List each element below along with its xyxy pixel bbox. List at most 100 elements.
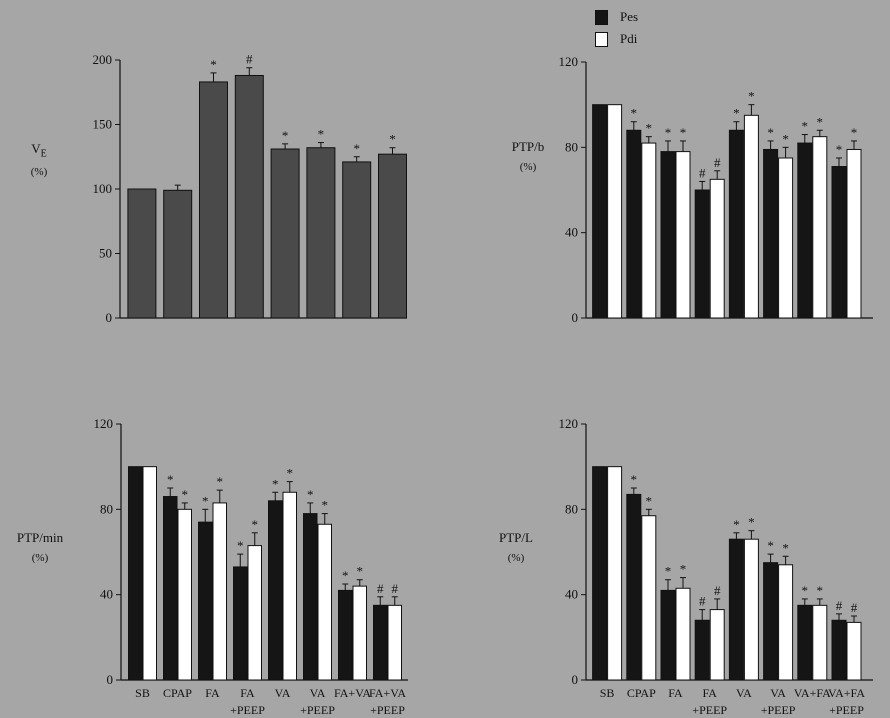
ptpl-significance-mark: # — [836, 598, 843, 613]
ptpmin-bar — [212, 502, 227, 681]
ptpb-significance-mark: * — [646, 121, 653, 136]
ptpmin-y-axis-unit: (%) — [31, 551, 49, 564]
legend-swatch-pes — [595, 9, 608, 25]
ptpl-x-tick-label: VA — [736, 686, 752, 700]
ve-significance-mark: * — [282, 128, 289, 143]
ptpmin-significance-mark: * — [342, 568, 349, 583]
ptpl-significance-mark: * — [817, 583, 824, 598]
ptpl-bar — [728, 538, 744, 681]
ptpmin-significance-mark: # — [377, 581, 384, 596]
ptpl-significance-mark: * — [767, 538, 774, 553]
ptpb-significance-mark: * — [748, 89, 755, 104]
ptpmin-bar — [233, 566, 248, 681]
ptpmin-bar — [317, 523, 332, 681]
ptpmin-bar — [163, 496, 178, 681]
ptpb-bar — [641, 142, 657, 319]
ptpl-x-tick-label: VA+FA — [794, 686, 831, 700]
ptpl-significance-mark: * — [646, 493, 653, 508]
ptpb-significance-mark: * — [665, 125, 672, 140]
legend-label-pes: Pes — [620, 9, 639, 24]
ptpl-bar — [694, 619, 710, 681]
ptpb-bar — [846, 148, 862, 319]
ptpl-bar — [675, 587, 691, 681]
ptpl-bar — [797, 604, 813, 681]
ptpl-x-tick-label: CPAP — [627, 686, 656, 700]
ptpb-bar — [831, 166, 847, 319]
ptpmin-bar — [177, 508, 192, 681]
ptpb-y-tick-label: 40 — [565, 225, 578, 240]
ptpl-bar — [778, 564, 794, 681]
legend-item-pes: Pes — [595, 6, 638, 28]
ptpmin-significance-mark: * — [322, 498, 329, 513]
ptpmin-x-tick-label: VA — [275, 686, 291, 700]
ptpl-y-tick-label: 40 — [565, 587, 578, 602]
ptpb-significance-mark: * — [817, 114, 824, 129]
ptpl-significance-mark: * — [631, 472, 638, 487]
ptpmin-x-tick-label: +PEEP — [230, 703, 265, 717]
ptpmin-bar — [282, 491, 297, 681]
ptpmin-x-tick-label: VA — [310, 686, 326, 700]
ptpb-bar — [660, 151, 676, 319]
ptpb-bar — [709, 178, 725, 319]
ptpmin-x-tick-label: +PEEP — [370, 703, 405, 717]
ptpl-significance-mark: # — [714, 583, 721, 598]
ptpb-bar — [728, 129, 744, 319]
ve-significance-mark: # — [246, 52, 253, 67]
ptpl-significance-mark: * — [748, 515, 755, 530]
ptpl-y-tick-label: 80 — [565, 501, 578, 516]
ptpl-y-tick-label: 0 — [572, 672, 579, 687]
ptpl-significance-mark: * — [782, 540, 789, 555]
ve-significance-mark: * — [353, 141, 360, 156]
ve-y-tick-label: 150 — [93, 117, 113, 132]
ve-y-axis-main: V — [31, 141, 41, 156]
ptpmin-x-tick-label: CPAP — [163, 686, 192, 700]
ptpl-bar — [846, 621, 862, 681]
ptpb-significance-mark: # — [699, 165, 706, 180]
ptpl-bar — [592, 466, 608, 681]
ptpmin-significance-mark: * — [217, 474, 224, 489]
ve-bar — [127, 188, 157, 319]
ptpmin-bar — [247, 545, 262, 681]
ptpmin-bar — [373, 604, 388, 681]
legend-item-pdi: Pdi — [595, 28, 638, 50]
ptpmin-bar — [338, 589, 353, 681]
ptpmin-y-axis-label: PTP/min (%) — [0, 529, 80, 565]
ptpl-bar — [626, 493, 642, 681]
ptpmin-significance-mark: * — [357, 564, 364, 579]
ptpb-bar — [626, 129, 642, 319]
ve-y-tick-label: 0 — [106, 310, 113, 325]
ptpb-significance-mark: * — [680, 125, 687, 140]
ptpl-x-tick-label: +PEEP — [761, 703, 796, 717]
ptpb-y-tick-label: 120 — [559, 54, 579, 69]
ptpmin-y-tick-label: 40 — [100, 587, 113, 602]
ptpmin-y-tick-label: 80 — [100, 501, 113, 516]
ve-y-axis-label: VE (%) — [16, 140, 62, 180]
ptpl-significance-mark: # — [699, 594, 706, 609]
ptpmin-bar — [303, 513, 318, 681]
ptpl-x-tick-label: +PEEP — [829, 703, 864, 717]
ptpl-x-tick-label: FA — [668, 686, 683, 700]
ptpb-significance-mark: * — [782, 131, 789, 146]
ptpb-y-axis-unit: (%) — [519, 160, 537, 173]
ptpb-significance-mark: * — [836, 142, 843, 157]
ptpmin-bar — [142, 466, 157, 681]
ve-significance-mark: * — [389, 132, 396, 147]
ptpl-bar — [660, 589, 676, 681]
ptpmin-x-tick-label: FA — [205, 686, 220, 700]
ptpl-y-axis-label: PTP/L (%) — [488, 529, 544, 565]
ptpmin-y-tick-label: 120 — [94, 416, 114, 431]
ve-y-tick-label: 50 — [99, 246, 112, 261]
ptpmin-significance-mark: * — [182, 487, 189, 502]
ptpmin-y-tick-label: 0 — [107, 672, 114, 687]
ptpmin-bar — [198, 521, 213, 681]
ptpmin-bar — [352, 585, 367, 681]
ptpb-significance-mark: # — [714, 155, 721, 170]
ptpb-bar — [675, 151, 691, 319]
ve-bar — [234, 74, 264, 319]
ptpl-bar — [743, 538, 759, 681]
ptpb-y-tick-label: 0 — [572, 310, 579, 325]
ve-bar — [199, 81, 228, 319]
ptpmin-significance-mark: * — [307, 487, 314, 502]
ptpb-significance-mark: * — [802, 119, 809, 134]
